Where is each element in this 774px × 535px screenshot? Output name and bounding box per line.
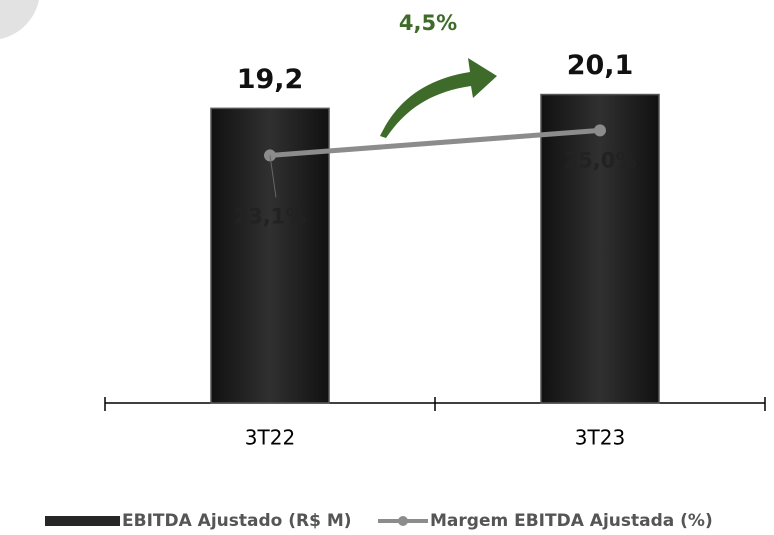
- legend-swatch: [398, 516, 408, 526]
- corner-decoration: [0, 0, 39, 39]
- line-value-label: 23,1%: [234, 204, 307, 228]
- bar-value-label: 20,1: [567, 50, 634, 81]
- legend-label: Margem EBITDA Ajustada (%): [430, 511, 713, 531]
- x-tick-label: 3T22: [245, 426, 295, 450]
- bar: [540, 93, 660, 404]
- margin-line: [269, 127, 601, 158]
- legend-swatch: [45, 516, 120, 526]
- line-point: [594, 124, 606, 137]
- growth-annotation: 4,5%: [399, 11, 457, 35]
- growth-arrow: [380, 58, 497, 138]
- legend-label: EBITDA Ajustado (R$ M): [122, 511, 352, 531]
- bar-value-label: 19,2: [237, 64, 304, 95]
- line-value-label: 25,0%: [564, 148, 637, 172]
- leader-line: [269, 155, 277, 198]
- x-tick-label: 3T23: [575, 426, 625, 450]
